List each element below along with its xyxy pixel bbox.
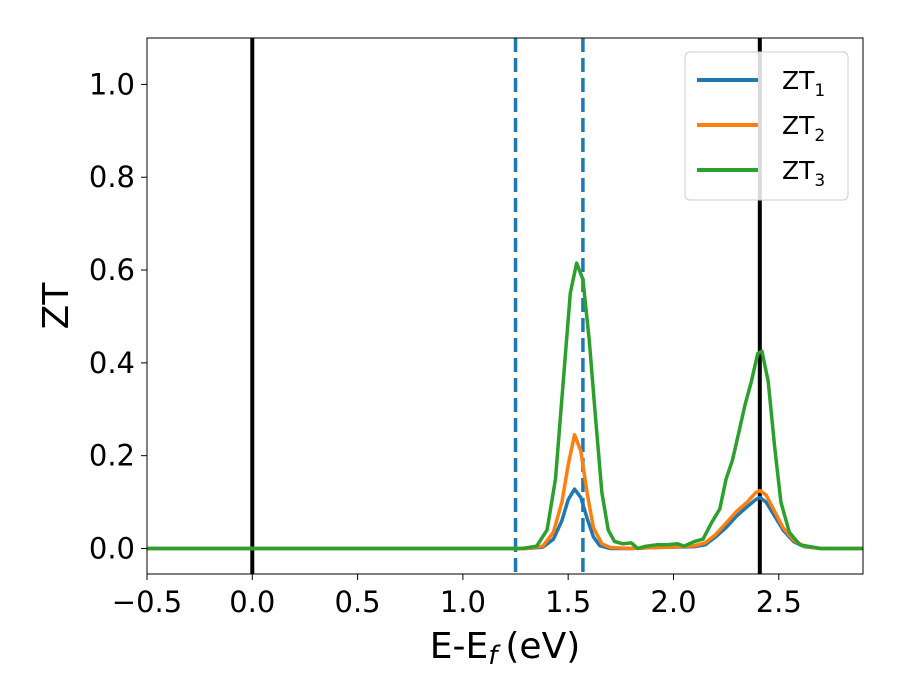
legend: ZT1 ZT2 ZT3: [684, 51, 849, 201]
x-tick-label: −0.5: [112, 585, 182, 619]
x-axis: −0.5 0.0 0.5 1.0 1.5 2.0 2.5: [112, 574, 802, 619]
x-tick-label: 2.0: [650, 585, 696, 619]
y-tick-label: 0.8: [89, 160, 135, 194]
y-tick-label: 0.4: [89, 346, 135, 380]
series-line-3: [147, 261, 863, 551]
x-axis-label-unit: (eV): [505, 626, 580, 667]
x-axis-label-main: E-E: [430, 626, 488, 667]
axes-frame: [146, 37, 864, 575]
x-tick-label: 1.0: [440, 585, 486, 619]
x-tick-label: 0.0: [229, 585, 275, 619]
y-axis-label: ZT: [36, 282, 77, 330]
y-tick-label: 0.0: [89, 531, 135, 565]
y-tick-label: 1.0: [89, 67, 135, 101]
x-tick-label: 2.5: [756, 585, 802, 619]
legend-box: [684, 51, 849, 201]
legend-label-1: ZT1: [782, 66, 825, 101]
y-tick-label: 0.2: [89, 439, 135, 473]
legend-label-2: ZT2: [782, 111, 825, 146]
legend-label-3: ZT3: [782, 156, 825, 191]
x-tick-label: 0.5: [335, 585, 381, 619]
y-axis: 0.0 0.2 0.4 0.6 0.8 1.0: [89, 67, 147, 565]
y-tick-label: 0.6: [89, 253, 135, 287]
x-tick-label: 1.5: [545, 585, 591, 619]
x-axis-label: E-Ef (eV): [430, 626, 581, 671]
